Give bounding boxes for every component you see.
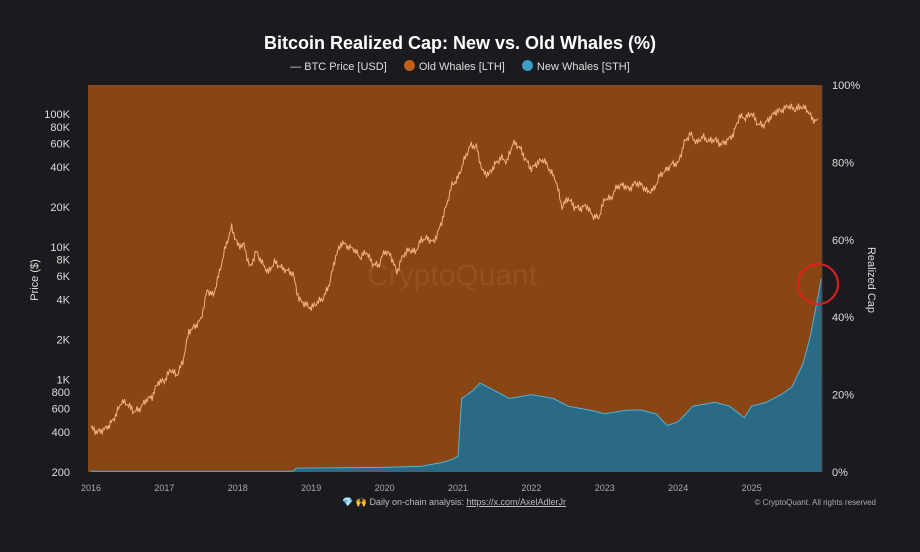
y-tick-label: 400 [52,427,70,439]
y-tick-label: 20K [50,202,70,214]
y2-tick-label: 100% [832,80,860,92]
footer-note: 💎 🙌 Daily on-chain analysis: https://x.c… [342,497,566,508]
y-tick-label: 4K [57,295,71,307]
new-whales-line [91,278,822,472]
y-tick-label: 800 [52,387,70,399]
btc-price-line [90,103,819,436]
legend-label: Old Whales [LTH] [418,61,505,73]
legend-label: BTC Price [USD] [304,61,387,73]
chart-title: Bitcoin Realized Cap: New vs. Old Whales… [263,33,657,53]
legend-dot-icon [521,60,533,71]
legend: — BTC Price [USD] Old Whales [LTH] New W… [0,60,920,73]
copyright: © CryptoQuant. All rights reserved [754,498,877,507]
y-tick-label: 600 [52,404,70,416]
y-tick-label: 10K [50,242,70,254]
y-tick-label: 80K [50,122,70,134]
legend-item-new-whales[interactable]: New Whales [STH] [521,60,630,73]
x-tick-label: 2017 [154,483,174,493]
y2-tick-label: 20% [832,390,854,402]
x-tick-label: 2020 [375,483,395,493]
x-tick-label: 2025 [742,483,762,493]
highlight-circle [797,263,839,305]
footer-link[interactable]: https://x.com/AxelAdlerJr [466,497,567,507]
y-tick-label: 60K [50,139,70,151]
y-tick-label: 1K [57,374,71,386]
y2-tick-label: 0% [832,467,848,479]
x-tick-label: 2022 [521,483,541,493]
y-axis-label: Price ($) [29,259,41,301]
x-tick-label: 2024 [668,483,688,493]
y-tick-label: 6K [57,271,71,283]
y-tick-label: 8K [57,255,71,267]
x-tick-label: 2016 [81,483,101,493]
diamond-hands-icon: 💎 🙌 [342,497,367,507]
new-whales-area [91,278,822,472]
watermark: CryptoQuant [367,259,538,292]
x-tick-label: 2018 [228,483,248,493]
y2-tick-label: 80% [832,157,854,169]
y-tick-label: 2K [57,334,71,346]
legend-item-old-whales[interactable]: Old Whales [LTH] [403,60,505,73]
x-tick-label: 2019 [301,483,321,493]
y2-tick-label: 40% [832,312,854,324]
legend-item-price[interactable]: — BTC Price [USD] [290,61,387,73]
legend-label: New Whales [STH] [536,61,630,73]
y-tick-label: 40K [50,162,70,174]
x-tick-label: 2021 [448,483,468,493]
footer-text: Daily on-chain analysis: [369,497,467,507]
legend-dot-icon [403,60,415,71]
y-tick-label: 100K [44,109,70,121]
y-tick-label: 200 [52,467,70,479]
x-tick-label: 2023 [595,483,615,493]
y2-tick-label: 60% [832,235,854,247]
y2-axis-label: Realized Cap [865,247,877,313]
